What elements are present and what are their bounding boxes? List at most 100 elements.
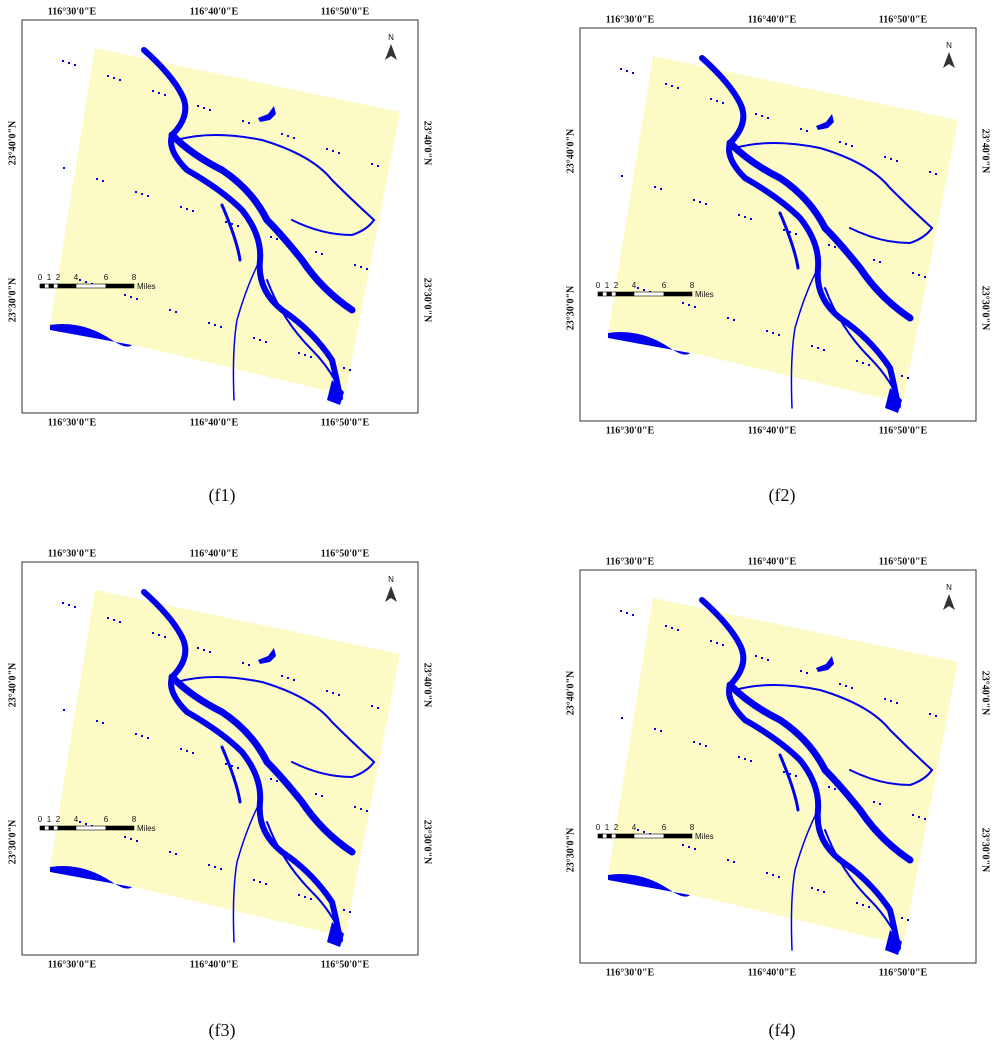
estuary [50,324,132,347]
water-speck [761,657,763,659]
water-speck [901,375,903,377]
water-speck [338,152,340,154]
left-coord-label: 23°40'0"N [565,670,576,715]
water-speck [192,210,194,212]
water-speck [738,214,740,216]
river-mouth [885,388,902,413]
scale-label: 4 [74,273,79,282]
river [734,684,933,771]
water-speck [377,165,379,167]
water-speck [727,317,729,319]
water-speck [102,722,104,724]
scale-unit: Miles [695,290,714,299]
top-coord-label: 116°50'0"E [879,556,928,567]
north-arrow [943,52,955,68]
water-speck [208,864,210,866]
scale-segment [606,833,612,839]
left-coord-label: 23°30'0"N [565,285,576,330]
scale-label: 1 [47,273,52,282]
water-speck [660,730,662,732]
water-speck [130,838,132,840]
water-speck [366,810,368,812]
water-speck [834,246,836,248]
water-speck [164,636,166,638]
water-speck [130,296,132,298]
right-coord-label: 23°40'0"N [980,671,991,716]
water-speck [197,647,199,649]
bottom-coord-label: 116°40'0"E [190,417,239,428]
scale-label: 0 [596,823,601,832]
water-speck [705,745,707,747]
water-speck [141,735,143,737]
water-speck [242,120,244,122]
water-speck [783,771,785,773]
water-speck [270,236,272,238]
water-speck [124,294,126,296]
north-label: N [388,575,394,584]
water-speck [326,690,328,692]
map-panel: 116°30'0"E 116°40'0"E 116°50'0"E 116°30'0"E… [565,556,990,978]
left-coord-label: 23°40'0"N [565,128,576,173]
scale-label: 8 [132,273,137,282]
water-speck [343,367,345,369]
scale-segment [602,833,608,839]
top-coord-label: 116°40'0"E [748,556,797,567]
water-speck [349,369,351,371]
water-speck [74,64,76,66]
water-speck [147,195,149,197]
scale-segment [57,283,77,289]
scale-label: 2 [56,815,61,824]
scale-label: 6 [662,281,667,290]
water-speck [343,909,345,911]
river [778,211,800,270]
scale-segment [633,833,665,839]
water-speck [62,602,64,604]
left-coord-label: 23°40'0"N [7,120,18,165]
water-speck [192,752,194,754]
right-coord-label: 23°40'0"N [422,121,433,166]
water-speck [158,92,160,94]
water-speck [332,692,334,694]
water-speck [237,767,239,769]
water-speck [935,173,937,175]
north-label: N [946,41,952,50]
water-speck [147,737,149,739]
right-coord-label: 23°30'0"N [980,828,991,873]
water-speck [694,848,696,850]
river [790,267,819,409]
water-speck [253,879,255,881]
river [176,134,375,221]
water-speck [85,281,87,283]
scale-label: 8 [690,281,695,290]
panel-caption: (f4) [769,1020,796,1041]
water-speck [868,364,870,366]
river [699,597,901,951]
water-speck [671,85,673,87]
water-speck [783,229,785,231]
water-speck [755,655,757,657]
river [778,753,800,812]
scale-segment [606,291,612,297]
water-speck [113,619,115,621]
water-speck [834,788,836,790]
river-mouth [885,930,902,955]
water-speck [626,70,628,72]
water-speck [136,840,138,842]
water-speck [620,68,622,70]
water-speck [265,341,267,343]
water-speck [851,145,853,147]
water-speck [795,233,797,235]
right-coord-label: 23°30'0"N [422,278,433,323]
river [168,131,356,314]
north-label: N [388,33,394,42]
water-speck [63,167,65,169]
water-speck [772,332,774,334]
water-speck [287,135,289,137]
water-speck [767,117,769,119]
water-speck [710,640,712,642]
bottom-coord-label: 116°50'0"E [321,959,370,970]
river [220,745,242,804]
river [291,761,375,779]
water-speck [354,264,356,266]
water-speck [693,199,695,201]
